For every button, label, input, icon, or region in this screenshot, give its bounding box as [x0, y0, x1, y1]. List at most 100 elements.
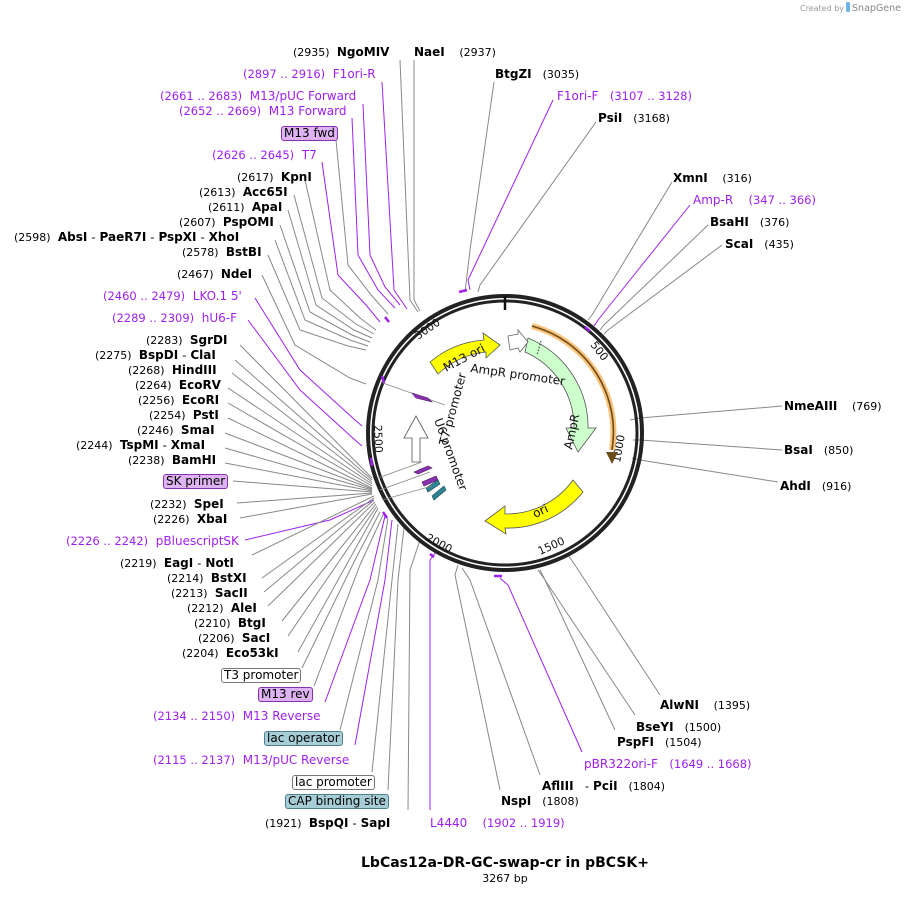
primer-label[interactable]: F1ori-F (3107 .. 3128) [557, 89, 692, 103]
u6-promoter-arrow [403, 415, 429, 463]
enzyme-label[interactable]: (2598) AbsI - PaeR7I - PspXI - XhoI [14, 230, 240, 244]
enzyme-label[interactable]: AlwNI (1395) [660, 698, 751, 712]
enzyme-label[interactable]: NaeI (2937) [414, 45, 496, 59]
feature-box-sk-primer[interactable]: SK primer [163, 474, 229, 489]
leader-pbr322ori-f [499, 577, 583, 753]
primer-label[interactable]: (2897 .. 2916) F1ori-R [243, 67, 376, 81]
enzyme-label[interactable]: (2232) SpeI [150, 497, 224, 511]
leader-m13fwd-box [335, 139, 389, 315]
primer-label[interactable]: (2460 .. 2479) LKO.1 5' [103, 289, 242, 303]
leader-bsahi [599, 224, 709, 331]
plasmid-title: LbCas12a-DR-GC-swap-cr in pBCSK+ [361, 855, 649, 871]
enzyme-label[interactable]: (2607) PspOMI [179, 215, 274, 229]
leader-t3 [301, 511, 381, 669]
enzyme-label[interactable]: PspFI (1504) [617, 735, 702, 749]
primer-label[interactable]: (2289 .. 2309) hU6-F [112, 311, 238, 325]
enzyme-label[interactable]: (2256) EcoRI [138, 393, 220, 407]
leader-amp-r [593, 204, 691, 327]
features [377, 323, 618, 535]
feature-box-cap-binding-site[interactable]: CAP binding site [285, 794, 389, 809]
enzyme-label[interactable]: BsaI (850) [784, 443, 854, 457]
enzyme-label[interactable]: NspI (1808) [501, 794, 579, 808]
primer-label[interactable]: (2626 .. 2645) T7 [212, 148, 317, 162]
primer-label[interactable]: (2226 .. 2242) pBluescriptSK [66, 534, 239, 548]
feature-box-t3-promoter[interactable]: T3 promoter [221, 668, 302, 683]
enzyme-label[interactable]: BseYI (1500) [636, 720, 722, 734]
feature-box-lac-operator[interactable]: lac operator [264, 731, 343, 746]
enzyme-label[interactable]: XmnI (316) [673, 171, 752, 185]
ampr-arrow [524, 337, 597, 453]
enzyme-label[interactable]: (2206) SacI [198, 631, 271, 645]
primer-label[interactable]: L4440 (1902 .. 1919) [430, 816, 565, 830]
enzyme-label[interactable]: (2935) NgoMIV [293, 45, 390, 59]
enzyme-label[interactable]: (2246) SmaI [137, 423, 215, 437]
enzyme-label[interactable]: (2613) Acc65I [199, 185, 288, 199]
enzyme-label[interactable]: (2244) TspMI - XmaI [76, 438, 206, 452]
enzyme-label[interactable]: (2275) BspDI - ClaI [95, 348, 216, 362]
enzyme-label[interactable]: (1921) BspQI - SapI [265, 816, 391, 830]
leader-t7 [321, 161, 381, 323]
enzyme-label[interactable]: (2210) BtgI [194, 616, 266, 630]
enzyme-label[interactable]: (2254) PstI [149, 408, 219, 422]
leader-cap [387, 527, 405, 791]
primer-label[interactable]: (2115 .. 2137) M13/pUC Reverse [153, 753, 350, 767]
leader-bseyi [539, 569, 636, 716]
svg-text:1500: 1500 [536, 534, 567, 557]
svg-text:ori: ori [530, 501, 550, 520]
leader-afliii [461, 567, 541, 776]
primer-label[interactable]: (2661 .. 2683) M13/pUC Forward [160, 89, 357, 103]
plasmid-size: 3267 bp [482, 872, 528, 885]
enzyme-label[interactable]: ScaI (435) [725, 237, 794, 251]
leader-hu6f [247, 319, 363, 447]
leader-m13puc-fwd [362, 103, 401, 306]
leader-ahdi [631, 457, 779, 483]
feature-box-m13-fwd[interactable]: M13 fwd [281, 126, 338, 141]
enzyme-label[interactable]: (2578) BstBI [182, 245, 262, 259]
leader-m13rev-box [313, 514, 384, 687]
feature-box-lac-promoter[interactable]: lac promoter [292, 775, 375, 790]
enzyme-label[interactable]: AhdI (916) [780, 479, 852, 493]
leader-ngomiv [399, 59, 419, 313]
primer-label[interactable]: Amp-R (347 .. 366) [693, 193, 816, 207]
leader-naei [413, 60, 421, 312]
enzyme-label[interactable]: (2268) HindIII [128, 363, 217, 377]
leader-m13puc-reverse [354, 519, 393, 746]
enzyme-label[interactable]: (2467) NdeI [177, 267, 253, 281]
enzyme-label[interactable]: (2219) EagI - NotI [120, 556, 234, 570]
leader-pbluescriptsk [244, 499, 375, 541]
enzyme-label[interactable]: BsaHI (376) [710, 215, 790, 229]
enzyme-label[interactable]: (2226) XbaI [153, 512, 228, 526]
svg-text:2500: 2500 [371, 425, 385, 453]
enzyme-label[interactable]: (2617) KpnI [237, 170, 312, 184]
enzyme-label[interactable]: (2214) BstXI [167, 571, 247, 585]
leader-nspi [454, 564, 501, 791]
enzyme-label[interactable]: (2283) SgrDI [146, 333, 228, 347]
primer-label[interactable]: pBR322ori-F (1649 .. 1668) [584, 757, 752, 771]
enzyme-label[interactable]: (2238) BamHI [128, 453, 217, 467]
snapgene-logo-icon [846, 2, 851, 12]
orf-arrowhead [606, 452, 618, 464]
enzyme-label[interactable]: (2212) AleI [187, 601, 257, 615]
feature-box-m13-rev[interactable]: M13 rev [258, 687, 313, 702]
enzyme-label[interactable]: BtgZI (3035) [495, 67, 580, 81]
credit-brand: SnapGene [852, 3, 901, 14]
enzyme-label[interactable]: (2611) ApaI [208, 200, 283, 214]
primer-label[interactable]: (2652 .. 2669) M13 Forward [179, 104, 347, 118]
leader-f1ori-r [381, 81, 408, 310]
enzyme-label[interactable]: NmeAIII (769) [784, 399, 882, 413]
ori-arrow [484, 479, 584, 535]
leader-bsai [633, 439, 783, 451]
leader-m13-fwd [351, 117, 396, 309]
leader-alwni [567, 554, 661, 696]
enzyme-label[interactable]: (2213) SacII [171, 586, 248, 600]
enzyme-label[interactable]: (2204) Eco53kI [182, 646, 279, 660]
leader-psii [477, 121, 597, 293]
primer-label[interactable]: (2134 .. 2150) M13 Reverse [153, 709, 321, 723]
leader-f1ori-f [467, 99, 554, 291]
leader-m13-reverse [324, 515, 386, 703]
enzyme-label[interactable]: (2264) EcoRV [135, 378, 221, 392]
enzyme-label[interactable]: AflIII - PciI (1804) [542, 779, 666, 793]
leader-pspfi [537, 569, 616, 731]
leader-nmeaiii [629, 405, 783, 421]
enzyme-label[interactable]: PsiI (3168) [598, 111, 670, 125]
